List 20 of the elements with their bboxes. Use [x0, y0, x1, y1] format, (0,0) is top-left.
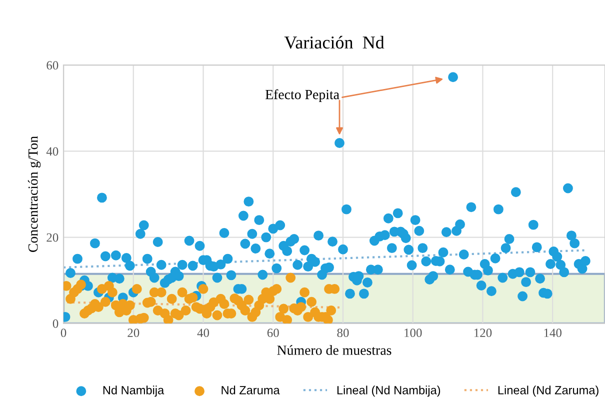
- x-tick-label: 140: [544, 328, 562, 338]
- legend-label: Nd Zaruma: [222, 386, 280, 394]
- y-axis-title: Concentración g/Ton: [28, 136, 41, 252]
- x-tick-label: 80: [337, 328, 349, 338]
- x-tick-label: 0: [60, 328, 66, 338]
- y-tick-label: 20: [46, 233, 58, 242]
- x-tick-label: 40: [197, 328, 210, 338]
- x-axis-title: Número de muestras: [277, 345, 392, 355]
- chart-title: Variación Nd: [284, 36, 384, 49]
- x-tick-label: 100: [404, 328, 422, 338]
- y-tick-label: 60: [46, 61, 58, 70]
- annotation: Efecto Pepita: [265, 89, 340, 102]
- legend-label: Lineal (Nd Zaruma): [498, 386, 598, 397]
- y-tick-label: 40: [46, 147, 58, 156]
- x-tick-label: 20: [128, 328, 140, 338]
- legend-label: Nd Nambija: [103, 386, 164, 397]
- x-tick-label: 120: [474, 328, 492, 338]
- y-tick-label: 0: [52, 319, 58, 328]
- x-tick-label: 60: [267, 328, 279, 338]
- legend-label: Lineal (Nd Nambija): [337, 386, 440, 397]
